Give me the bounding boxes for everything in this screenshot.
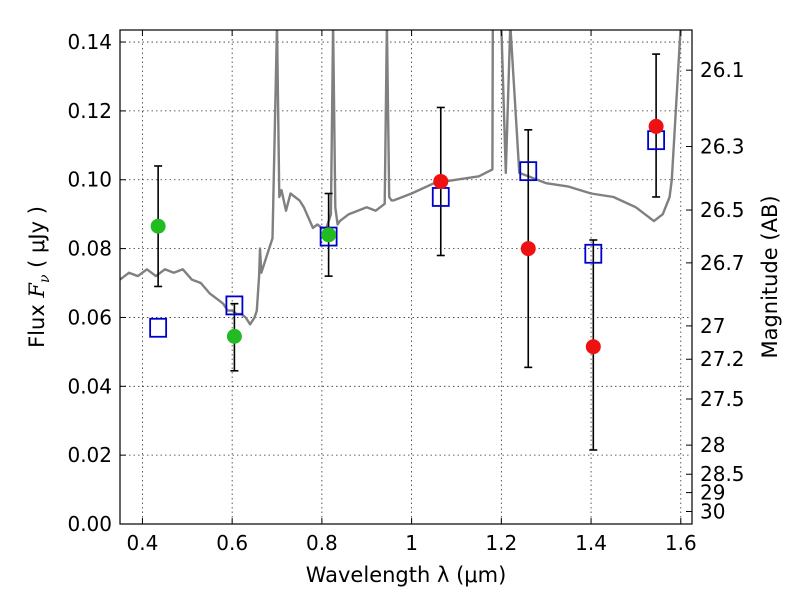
magnitude-tick-label: 29 xyxy=(700,481,725,505)
grid xyxy=(120,30,692,525)
x-tick-label: 1.4 xyxy=(575,531,607,555)
y-axis-label-symbol: F xyxy=(25,282,49,299)
x-tick-label: 0.4 xyxy=(127,531,159,555)
y-axis-label-subscript: ν xyxy=(37,274,53,283)
y-tick-label: 0.00 xyxy=(67,512,112,536)
observed-point-green xyxy=(226,328,242,344)
magnitude-tick-label: 26.3 xyxy=(700,135,745,159)
x-tick-label: 1.2 xyxy=(485,531,517,555)
x-axis-label: Wavelength λ (μm) xyxy=(306,563,507,587)
observed-point-red xyxy=(520,241,536,257)
model-spectrum-line xyxy=(120,30,682,326)
model-photometry-square xyxy=(225,295,244,316)
y-tick-label: 0.02 xyxy=(67,443,112,467)
magnitude-tick-label: 28.5 xyxy=(700,462,745,486)
plot-frame xyxy=(119,29,693,525)
y-tick-label: 0.14 xyxy=(67,30,112,54)
observed-point-red xyxy=(585,339,601,355)
model-photometry-square xyxy=(149,317,168,338)
magnitude-tick-label: 28 xyxy=(700,433,725,457)
observed-point-green xyxy=(150,218,166,234)
observed-point-red xyxy=(648,118,664,134)
magnitude-axis-label: Magnitude (AB) xyxy=(758,195,782,358)
magnitude-tick-label: 27 xyxy=(700,314,725,338)
y-tick-label: 0.12 xyxy=(67,99,112,123)
x-tick-label: 0.6 xyxy=(216,531,248,555)
y-tick-label: 0.10 xyxy=(67,168,112,192)
magnitude-tick-label: 27.5 xyxy=(700,387,745,411)
model-photometry-square xyxy=(584,243,603,264)
observed-point-red xyxy=(433,173,449,189)
y-tick-label: 0.08 xyxy=(67,237,112,261)
magnitude-tick-label: 27.2 xyxy=(700,347,745,371)
y-axis-label-suffix: ( μJy ) xyxy=(25,206,49,274)
magnitude-tick-label: 26.5 xyxy=(700,198,745,222)
y-axis-label: Flux Fν ( μJy ) xyxy=(25,206,53,348)
plot-area xyxy=(120,30,682,451)
ticks: 0.4 0.6 0.8 1 1.2 1.4 1.6 0.00 0.02 0.04 0.06 0.08 0… xyxy=(67,30,745,555)
magnitude-tick-label: 26.1 xyxy=(700,58,745,82)
magnitude-tick-label: 26.7 xyxy=(700,251,745,275)
model-photometry-square xyxy=(519,161,538,182)
x-tick-label: 0.8 xyxy=(306,531,338,555)
y-axis-label-prefix: Flux xyxy=(25,298,49,348)
y-tick-label: 0.04 xyxy=(67,374,112,398)
y-tick-label: 0.06 xyxy=(67,305,112,329)
magnitude-tick-label: 30 xyxy=(700,500,725,524)
x-tick-label: 1 xyxy=(405,531,418,555)
x-tick-label: 1.6 xyxy=(665,531,697,555)
observed-point-green xyxy=(321,227,337,243)
